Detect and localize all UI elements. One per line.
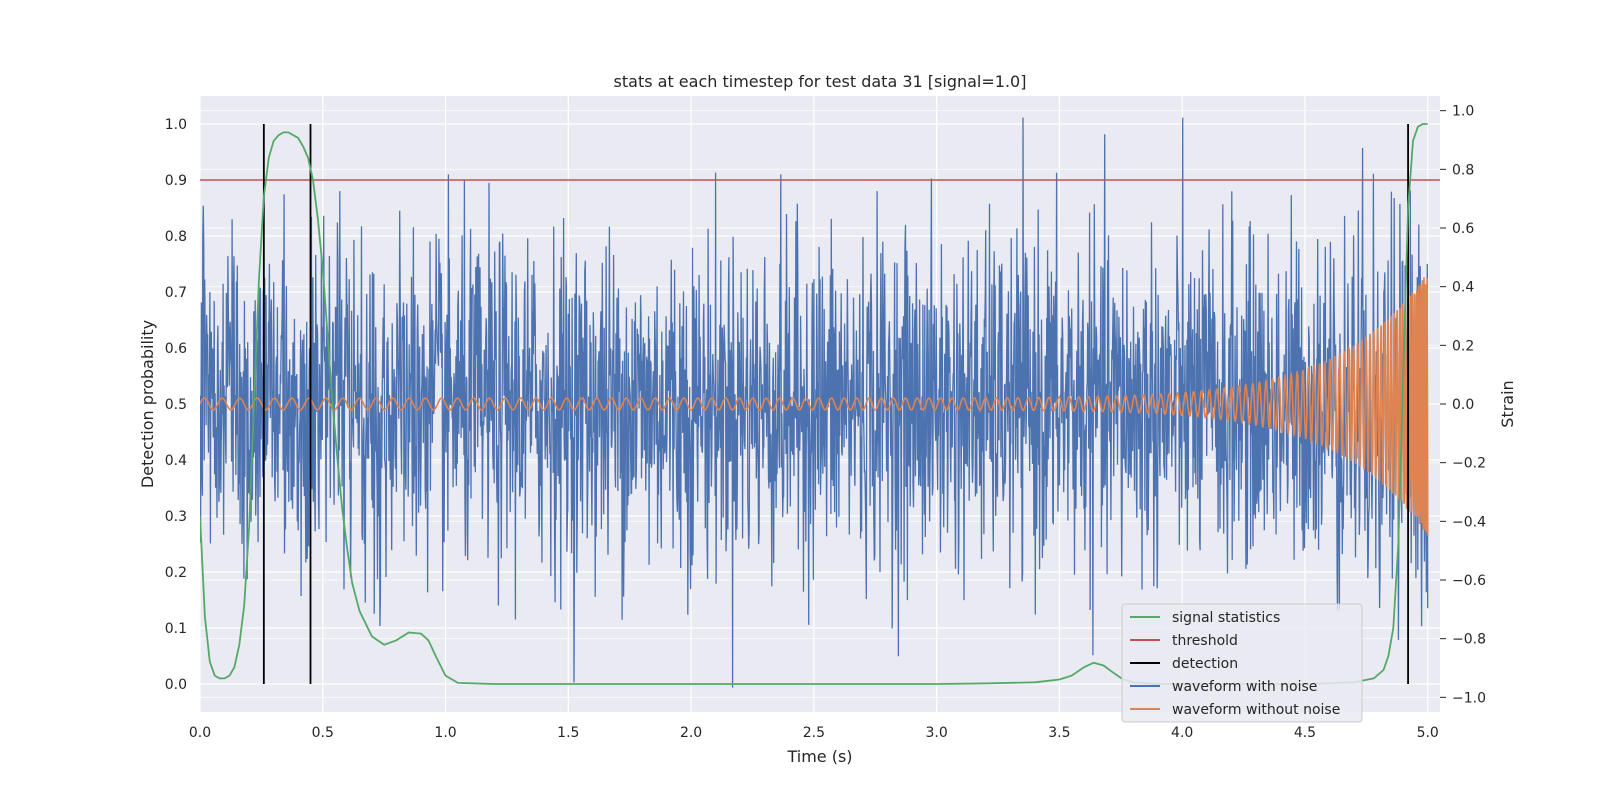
legend-label-signal-statistics: signal statistics bbox=[1172, 610, 1280, 626]
x-tick-label: 4.5 bbox=[1294, 725, 1316, 741]
right-tick-label: −0.6 bbox=[1452, 573, 1486, 589]
x-tick-label: 1.5 bbox=[557, 725, 579, 741]
left-tick-label: 0.8 bbox=[165, 229, 187, 245]
right-tick-label: −0.8 bbox=[1452, 632, 1486, 648]
left-axis-label: Detection probability bbox=[138, 320, 157, 488]
right-axis-ticks: −1.0 −0.8 −0.6 −0.4 −0.2 0.0 0.2 0.4 0.6 0.8 1.0 bbox=[1440, 104, 1486, 706]
left-tick-label: 0.0 bbox=[165, 677, 187, 693]
right-tick-label: 1.0 bbox=[1452, 104, 1474, 120]
left-tick-label: 0.2 bbox=[165, 565, 187, 581]
legend-label-threshold: threshold bbox=[1172, 633, 1238, 649]
chart-title: stats at each timestep for test data 31 … bbox=[614, 72, 1027, 91]
left-tick-label: 1.0 bbox=[165, 117, 187, 133]
legend-label-waveform-with-noise: waveform with noise bbox=[1172, 679, 1317, 695]
x-tick-label: 3.0 bbox=[926, 725, 948, 741]
left-tick-label: 0.5 bbox=[165, 397, 187, 413]
left-tick-label: 0.1 bbox=[165, 621, 187, 637]
right-axis-label: Strain bbox=[1498, 380, 1517, 427]
right-tick-label: 0.8 bbox=[1452, 162, 1474, 178]
x-tick-label: 0.0 bbox=[189, 725, 211, 741]
right-tick-label: −0.2 bbox=[1452, 456, 1486, 472]
waveform-without-noise-line bbox=[200, 277, 1429, 536]
x-tick-label: 1.0 bbox=[434, 725, 456, 741]
x-tick-label: 2.0 bbox=[680, 725, 702, 741]
right-tick-label: 0.0 bbox=[1452, 397, 1474, 413]
left-tick-label: 0.3 bbox=[165, 509, 187, 525]
right-tick-label: −1.0 bbox=[1452, 690, 1486, 706]
legend: signal statistics threshold detection wa… bbox=[1121, 603, 1363, 723]
right-tick-label: 0.6 bbox=[1452, 221, 1474, 237]
x-tick-label: 2.5 bbox=[803, 725, 825, 741]
right-tick-label: 0.4 bbox=[1452, 280, 1474, 296]
left-axis-ticks: 0.0 0.1 0.2 0.3 0.4 0.5 0.6 0.7 0.8 0.9 1.0 bbox=[165, 117, 187, 693]
waveform-with-noise-line bbox=[200, 117, 1429, 688]
legend-box bbox=[1121, 603, 1363, 723]
x-tick-label: 3.5 bbox=[1048, 725, 1070, 741]
x-axis-ticks: 0.0 0.5 1.0 1.5 2.0 2.5 3.0 3.5 4.0 4.5 5.0 bbox=[189, 725, 1439, 741]
left-tick-label: 0.9 bbox=[165, 173, 187, 189]
x-tick-label: 4.0 bbox=[1171, 725, 1193, 741]
legend-label-waveform-without-noise: waveform without noise bbox=[1172, 702, 1340, 718]
right-tick-label: 0.2 bbox=[1452, 338, 1474, 354]
x-tick-label: 5.0 bbox=[1417, 725, 1439, 741]
legend-label-detection: detection bbox=[1172, 656, 1238, 672]
left-tick-label: 0.6 bbox=[165, 341, 187, 357]
left-tick-label: 0.4 bbox=[165, 453, 187, 469]
left-tick-label: 0.7 bbox=[165, 285, 187, 301]
x-axis-label: Time (s) bbox=[786, 747, 852, 766]
right-tick-label: −0.4 bbox=[1452, 514, 1486, 530]
x-tick-label: 0.5 bbox=[312, 725, 334, 741]
